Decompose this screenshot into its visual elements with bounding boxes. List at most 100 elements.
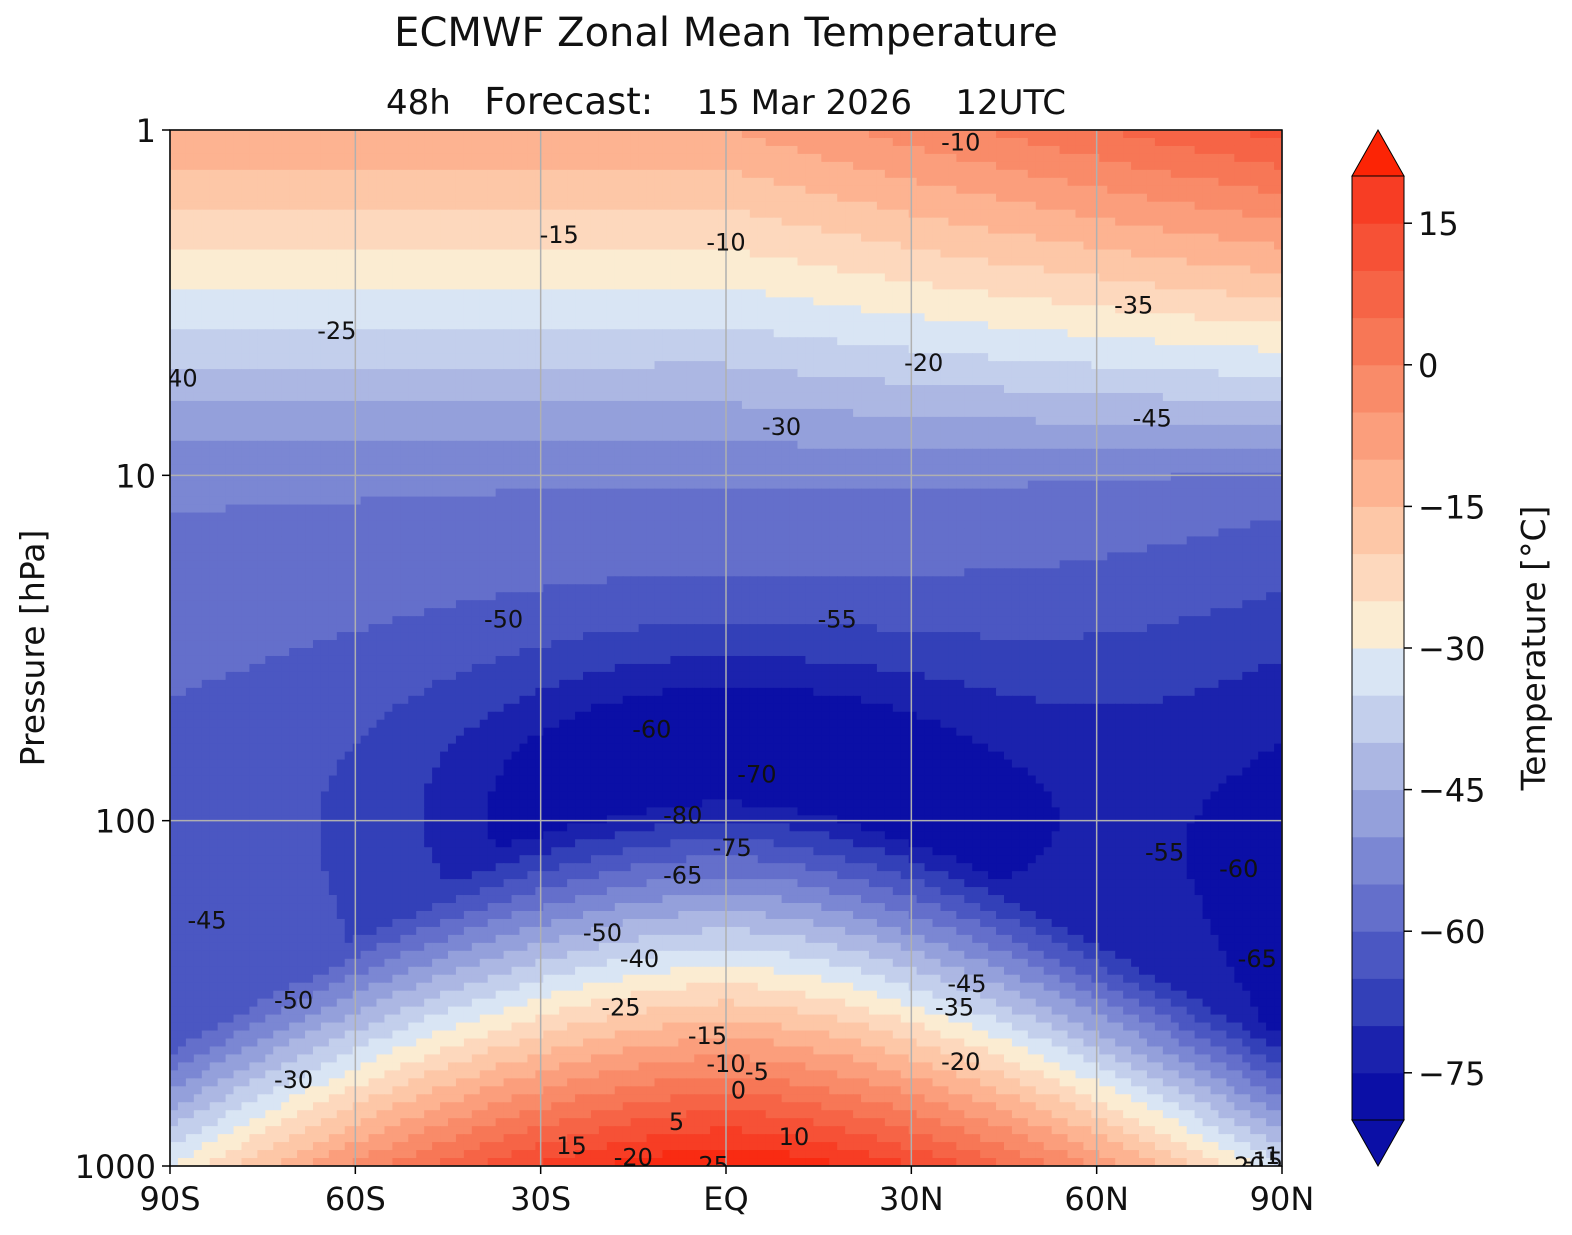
- field-cell: [424, 193, 433, 203]
- field-cell: [1194, 257, 1204, 267]
- field-cell: [821, 408, 830, 418]
- field-cell: [757, 217, 767, 227]
- field-cell: [535, 400, 544, 410]
- field-cell: [336, 305, 346, 314]
- field-cell: [1146, 185, 1156, 195]
- field-cell: [773, 241, 783, 251]
- field-cell: [670, 321, 679, 330]
- field-cell: [1258, 169, 1267, 179]
- field-cell: [948, 377, 957, 386]
- field-cell: [749, 145, 759, 155]
- field-cell: [956, 177, 965, 187]
- field-cell: [432, 297, 441, 306]
- field-cell: [892, 369, 902, 378]
- field-cell: [1202, 130, 1212, 139]
- field-cell: [837, 225, 846, 235]
- field-cell: [654, 145, 664, 155]
- field-cell: [853, 153, 862, 163]
- field-cell: [527, 273, 536, 283]
- field-cell: [900, 130, 910, 139]
- field-cell: [1178, 130, 1188, 139]
- field-cell: [868, 185, 878, 195]
- field-cell: [1019, 329, 1029, 338]
- field-cell: [741, 217, 751, 227]
- field-cell: [583, 408, 592, 418]
- field-cell: [900, 337, 910, 346]
- field-cell: [710, 369, 719, 378]
- field-cell: [1234, 201, 1243, 211]
- field-cell: [662, 225, 671, 235]
- field-cell: [360, 273, 370, 283]
- field-cell: [177, 313, 187, 322]
- field-cell: [733, 353, 743, 362]
- field-cell: [853, 289, 862, 298]
- field-cell: [1115, 345, 1124, 354]
- field-cell: [249, 392, 258, 402]
- field-cell: [789, 153, 799, 163]
- field-cell: [1035, 257, 1045, 267]
- field-cell: [424, 400, 433, 410]
- field-cell: [1146, 377, 1156, 386]
- field-cell: [1131, 233, 1140, 243]
- field-cell: [249, 361, 258, 370]
- field-cell: [1131, 369, 1140, 378]
- field-cell: [1027, 297, 1037, 306]
- field-cell: [575, 265, 584, 275]
- field-cell: [789, 169, 799, 179]
- field-cell: [900, 289, 910, 298]
- field-cell: [1083, 361, 1092, 370]
- field-cell: [503, 377, 513, 386]
- field-cell: [336, 377, 346, 386]
- field-cell: [1202, 345, 1212, 354]
- field-cell: [1250, 225, 1259, 235]
- field-cell: [257, 201, 266, 211]
- field-cell: [320, 305, 330, 314]
- field-cell: [1258, 265, 1267, 275]
- field-cell: [710, 209, 719, 219]
- field-cell: [1083, 265, 1092, 275]
- field-cell: [829, 345, 838, 354]
- field-cell: [988, 392, 997, 402]
- field-cell: [1123, 297, 1132, 306]
- field-cell: [686, 273, 695, 283]
- field-cell: [765, 345, 775, 354]
- field-cell: [1099, 137, 1108, 147]
- field-cell: [1258, 305, 1267, 314]
- field-cell: [1131, 392, 1140, 402]
- field-cell: [424, 408, 433, 418]
- field-cell: [884, 241, 894, 251]
- field-cell: [884, 313, 894, 322]
- field-cell: [837, 161, 846, 171]
- field-cell: [241, 361, 251, 370]
- field-cell: [1083, 153, 1092, 163]
- field-cell: [1059, 392, 1069, 402]
- field-cell: [575, 153, 584, 163]
- field-cell: [170, 345, 179, 354]
- field-cell: [519, 233, 529, 243]
- field-cell: [718, 305, 727, 314]
- field-cell: [733, 297, 743, 306]
- field-cell: [1202, 201, 1212, 211]
- field-cell: [1218, 297, 1227, 306]
- field-cell: [829, 185, 838, 195]
- field-cell: [217, 408, 227, 418]
- field-cell: [773, 153, 783, 163]
- field-cell: [575, 321, 584, 330]
- field-cell: [996, 249, 1005, 259]
- field-cell: [654, 241, 664, 251]
- field-cell: [622, 273, 632, 283]
- field-cell: [511, 257, 521, 267]
- field-cell: [861, 345, 870, 354]
- field-cell: [1075, 193, 1085, 203]
- field-cell: [710, 265, 719, 275]
- field-cell: [217, 345, 227, 354]
- field-cell: [448, 193, 457, 203]
- field-cell: [1131, 273, 1140, 283]
- field-cell: [1035, 392, 1045, 402]
- field-cell: [376, 305, 386, 314]
- field-cell: [177, 209, 187, 219]
- field-cell: [845, 177, 854, 187]
- field-cell: [980, 305, 989, 314]
- field-cell: [606, 289, 616, 298]
- field-cell: [749, 241, 759, 251]
